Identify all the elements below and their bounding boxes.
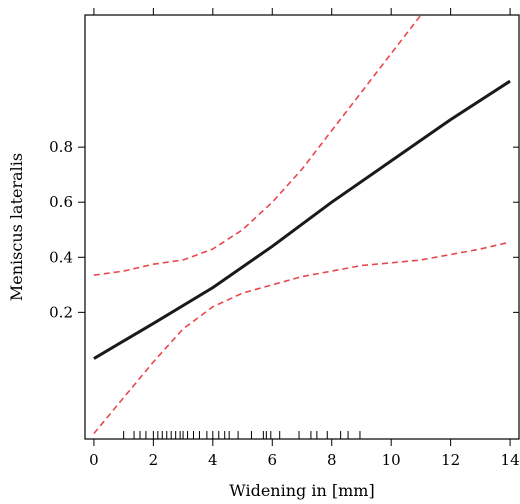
series-line-fit bbox=[93, 79, 511, 360]
y-tick-label: 0.6 bbox=[49, 193, 73, 211]
x-tick-label: 2 bbox=[149, 451, 159, 469]
y-axis: 0.2 0.4 0.6 0.8 bbox=[49, 138, 85, 321]
x-tick-label: 8 bbox=[327, 451, 337, 469]
rug bbox=[123, 431, 361, 439]
series-line-upper-bound bbox=[93, 15, 422, 276]
x-tick-label: 14 bbox=[501, 451, 520, 469]
y-tick-label: 0.2 bbox=[49, 303, 73, 321]
plot-frame bbox=[84, 14, 520, 440]
x-axis-label: Widening in [mm] bbox=[229, 481, 374, 500]
right-ticks bbox=[513, 146, 519, 313]
y-tick-label: 0.4 bbox=[49, 248, 73, 266]
x-tick-label: 0 bbox=[89, 451, 99, 469]
series-group bbox=[93, 15, 511, 435]
y-tick-label: 0.8 bbox=[49, 138, 73, 156]
x-tick-label: 12 bbox=[441, 451, 460, 469]
x-tick-label: 6 bbox=[268, 451, 278, 469]
top-ticks bbox=[93, 8, 511, 15]
x-tick-label: 10 bbox=[382, 451, 401, 469]
series-line-lower-bound bbox=[93, 241, 511, 435]
y-axis-label: Meniscus lateralis bbox=[7, 153, 26, 301]
x-axis: 0 2 4 6 8 10 12 14 bbox=[89, 439, 520, 469]
x-tick-label: 4 bbox=[208, 451, 218, 469]
